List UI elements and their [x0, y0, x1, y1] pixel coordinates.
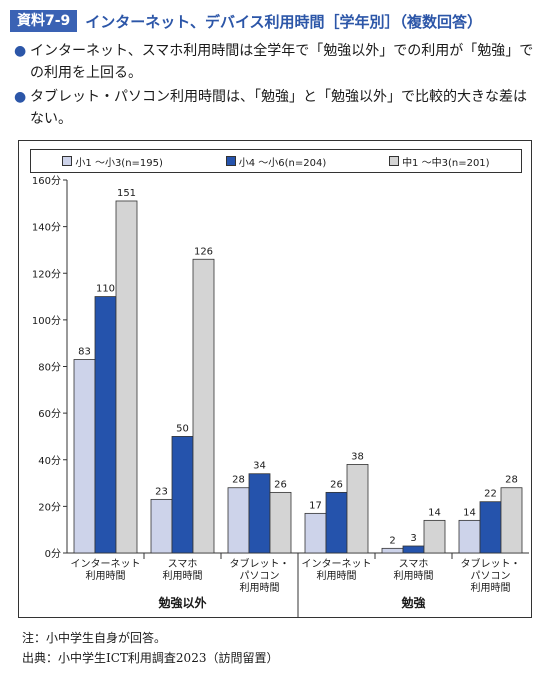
bullet-icon: ●: [14, 89, 27, 105]
source-text: 出典：小中学生ICT利用調査2023（訪問留置）: [22, 651, 279, 665]
data-label: 14: [463, 507, 476, 518]
bar: [248, 473, 271, 554]
category-label: 利用時間: [471, 582, 511, 594]
bar: [423, 519, 446, 554]
data-label: 2: [389, 535, 395, 546]
bar: [115, 200, 138, 554]
data-label: 126: [194, 246, 213, 257]
data-label: 22: [484, 489, 497, 500]
bullet-text: インターネット、スマホ利用時間は全学年で「勉強以外」での利用が「勉強」での利用を…: [30, 43, 534, 81]
y-tick-label: 140分: [32, 222, 61, 234]
y-tick-label: 120分: [32, 268, 61, 280]
bar: [304, 512, 327, 554]
summary-bullets: ● インターネット、スマホ利用時間は全学年で「勉強以外」での利用が「勉強」での利…: [14, 40, 534, 132]
legend-swatch: [62, 156, 73, 166]
bar: [500, 487, 523, 554]
legend-label: 小1 ～小3(n=195): [75, 157, 163, 169]
note-text: 注：小中学生自身が回答。: [22, 631, 167, 645]
category-label: 利用時間: [163, 570, 203, 582]
bar: [325, 491, 348, 554]
data-label: 17: [309, 500, 322, 511]
data-label: 50: [176, 423, 189, 434]
bar: [479, 501, 502, 554]
data-label: 28: [232, 475, 245, 486]
legend-label: 中1 ～中3(n=201): [402, 157, 490, 169]
category-label: スマホ: [399, 558, 429, 570]
category-label: 利用時間: [86, 570, 126, 582]
category-label: インターネット: [302, 558, 372, 570]
bar: [227, 487, 250, 554]
chart-legend: 小1 ～小3(n=195) 小4 ～小6(n=204) 中1 ～中3(n=201…: [30, 149, 522, 173]
bar: [346, 464, 369, 554]
data-label: 26: [330, 479, 343, 490]
data-label: 110: [96, 284, 115, 295]
group-label: 勉強以外: [157, 595, 206, 610]
legend-swatch: [389, 156, 400, 166]
bar: [458, 519, 481, 554]
category-label: スマホ: [168, 558, 198, 570]
bullet-item: ● インターネット、スマホ利用時間は全学年で「勉強以外」での利用が「勉強」での利…: [14, 40, 534, 84]
bullet-icon: ●: [14, 43, 27, 59]
data-label: 28: [505, 475, 518, 486]
bar: [381, 547, 404, 554]
y-tick-label: 80分: [38, 362, 61, 374]
data-label: 83: [78, 347, 91, 358]
group-label: 勉強: [400, 595, 425, 610]
category-label: 利用時間: [317, 570, 357, 582]
bar: [192, 258, 215, 554]
y-tick-label: 100分: [32, 315, 61, 327]
category-label: パソコン: [240, 570, 280, 582]
y-tick-label: 160分: [32, 175, 61, 187]
category-label: インターネット: [71, 558, 141, 570]
bar: [150, 498, 173, 554]
bullet-item: ● タブレット・パソコン利用時間は、「勉強」と「勉強以外」で比較的大きな差はない…: [14, 86, 534, 130]
legend-item: 小1 ～小3(n=195): [62, 154, 163, 169]
figure-title: インターネット、デバイス利用時間［学年別］（複数回答）: [85, 12, 483, 31]
data-label: 34: [253, 461, 266, 472]
bar: [94, 296, 117, 554]
y-tick-label: 40分: [38, 455, 61, 467]
category-label: 利用時間: [394, 570, 434, 582]
y-tick-label: 0分: [45, 548, 61, 560]
legend-swatch: [225, 156, 236, 166]
data-label: 23: [155, 486, 168, 497]
category-label: タブレット・: [230, 557, 290, 570]
data-label: 38: [351, 451, 364, 462]
data-label: 26: [274, 479, 287, 490]
footnotes: 注：小中学生自身が回答。 出典：小中学生ICT利用調査2023（訪問留置）: [22, 628, 278, 668]
category-label: タブレット・: [461, 557, 521, 570]
y-tick-label: 20分: [38, 501, 61, 513]
data-label: 3: [410, 533, 416, 544]
legend-label: 小4 ～小6(n=204): [238, 157, 327, 169]
data-label: 151: [117, 188, 136, 199]
figure-number-badge: 資料7-9: [10, 10, 78, 32]
header: 資料7-9 インターネット、デバイス利用時間［学年別］（複数回答）: [10, 10, 482, 32]
bar: [171, 436, 194, 554]
chart-frame: [18, 140, 532, 618]
bar: [73, 359, 96, 554]
bar: [269, 491, 292, 554]
bar: [402, 545, 425, 554]
category-label: 利用時間: [240, 582, 280, 594]
category-label: パソコン: [471, 570, 511, 582]
legend-item: 小4 ～小6(n=204): [225, 154, 327, 169]
y-tick-label: 60分: [38, 408, 61, 420]
data-label: 14: [428, 507, 441, 518]
bullet-text: タブレット・パソコン利用時間は、「勉強」と「勉強以外」で比較的大きな差はない。: [30, 89, 527, 127]
legend-item: 中1 ～中3(n=201): [389, 154, 490, 169]
